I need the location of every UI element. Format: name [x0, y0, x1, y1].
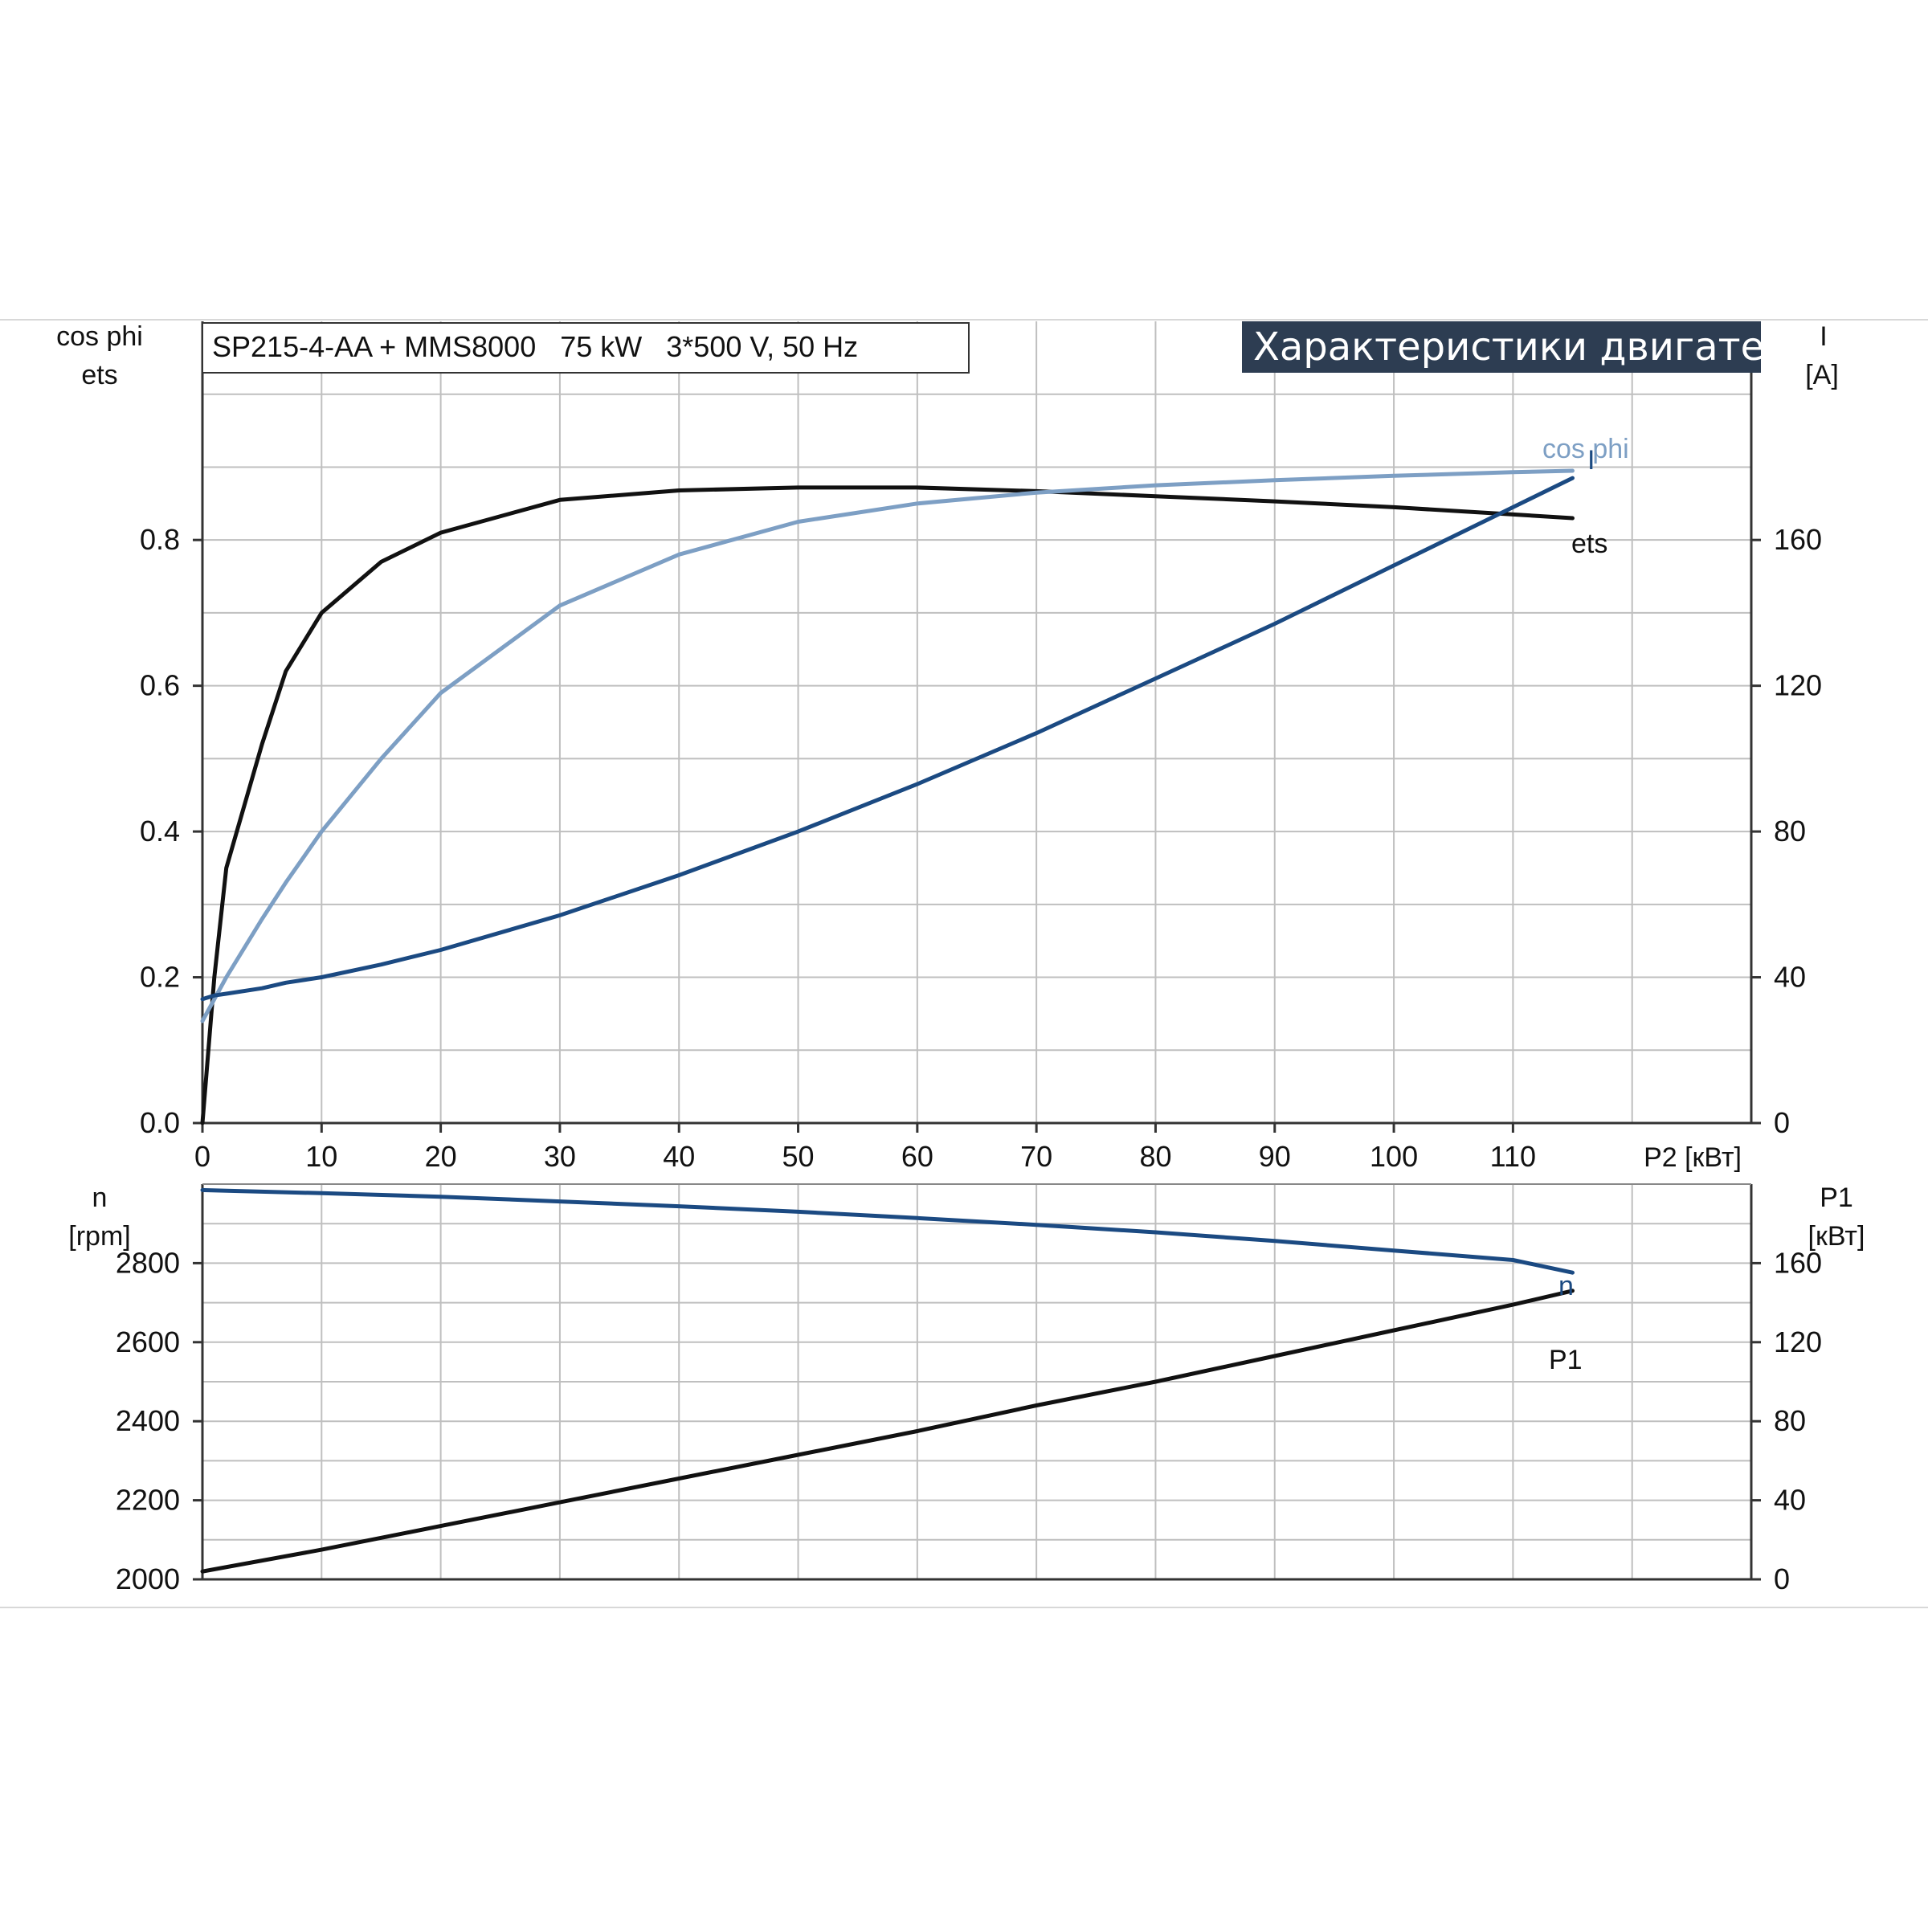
lower-curves [200, 1187, 1575, 1574]
ets-series-line [200, 485, 1575, 1125]
upper-left-tick-label: 0.6 [140, 669, 180, 702]
upper-left-tick-label: 0.0 [140, 1106, 180, 1139]
speed-series-line [200, 1187, 1575, 1275]
lower-left-axis-label-1: n [92, 1182, 108, 1213]
title-badge-text: Характеристики двигателя [1253, 325, 1812, 370]
lower-grid [202, 1184, 1751, 1579]
current-series-line [200, 476, 1575, 1002]
upper-left-tick-label: 0.8 [140, 523, 180, 556]
upper-ticks: 0.0 0.2 0.4 0.6 0.8 0 40 80 120 160 0 10 20 30 40 50 60 7… [140, 523, 1822, 1173]
x-tick-label: 110 [1490, 1140, 1536, 1173]
upper-right-tick-label: 80 [1774, 815, 1806, 848]
x-tick-label: 20 [425, 1140, 457, 1173]
upper-left-axis-label-1: cos phi [56, 321, 143, 352]
x-tick-label: 40 [663, 1140, 695, 1173]
x-tick-label: 100 [1370, 1140, 1418, 1173]
lower-left-tick-label: 2800 [116, 1246, 180, 1279]
p1-curve-label: P1 [1549, 1345, 1583, 1375]
x-tick-label: 90 [1259, 1140, 1291, 1173]
lower-left-tick-label: 2600 [116, 1325, 180, 1358]
lower-right-tick-label: 160 [1774, 1246, 1822, 1279]
upper-left-tick-label: 0.2 [140, 961, 180, 994]
title-badge [1242, 321, 1761, 373]
lower-left-tick-label: 2400 [116, 1404, 180, 1437]
upper-right-axis-label-1: I [1820, 321, 1827, 352]
x-tick-label: 80 [1139, 1140, 1171, 1173]
upper-right-tick-label: 0 [1774, 1106, 1790, 1139]
lower-right-tick-label: 120 [1774, 1325, 1822, 1358]
cos-phi-curve-label: cos phi [1542, 434, 1629, 464]
x-tick-label: 50 [782, 1140, 815, 1173]
lower-left-tick-label: 2200 [116, 1484, 180, 1517]
upper-right-tick-label: 40 [1774, 961, 1806, 994]
x-axis-label: P2 [кВт] [1644, 1142, 1742, 1173]
n-curve-label: n [1558, 1271, 1574, 1301]
x-tick-label: 70 [1020, 1140, 1052, 1173]
current-curve-label: I [1587, 445, 1595, 476]
chart-caption: SP215-4-AA + MMS8000 75 kW 3*500 V, 50 H… [212, 330, 858, 363]
ets-curve-label: ets [1571, 529, 1607, 559]
p1-series-line [200, 1289, 1575, 1574]
cos-phi-series-line [200, 468, 1575, 1023]
upper-curves [200, 468, 1575, 1125]
x-tick-label: 30 [544, 1140, 576, 1173]
upper-left-tick-label: 0.4 [140, 815, 180, 848]
x-tick-label: 60 [901, 1140, 933, 1173]
lower-ticks: 2000 2200 2400 2600 2800 0 40 80 120 160 [116, 1246, 1822, 1595]
caption-box [202, 322, 970, 374]
lower-right-axis-label-2: [кВт] [1808, 1221, 1865, 1252]
lower-right-tick-label: 0 [1774, 1562, 1790, 1595]
upper-right-tick-label: 160 [1774, 523, 1822, 556]
lower-left-tick-label: 2000 [116, 1562, 180, 1595]
lower-right-tick-label: 80 [1774, 1404, 1806, 1437]
x-tick-label: 10 [305, 1140, 337, 1173]
lower-right-axis-label-1: P1 [1820, 1182, 1853, 1213]
upper-right-tick-label: 120 [1774, 669, 1822, 702]
x-tick-label: 0 [194, 1140, 210, 1173]
lower-left-axis-label-2: [rpm] [68, 1221, 130, 1252]
upper-grid [202, 321, 1751, 1123]
upper-right-axis-label-2: [A] [1805, 360, 1839, 390]
upper-left-axis-label-2: ets [81, 360, 117, 390]
lower-right-tick-label: 40 [1774, 1484, 1806, 1517]
